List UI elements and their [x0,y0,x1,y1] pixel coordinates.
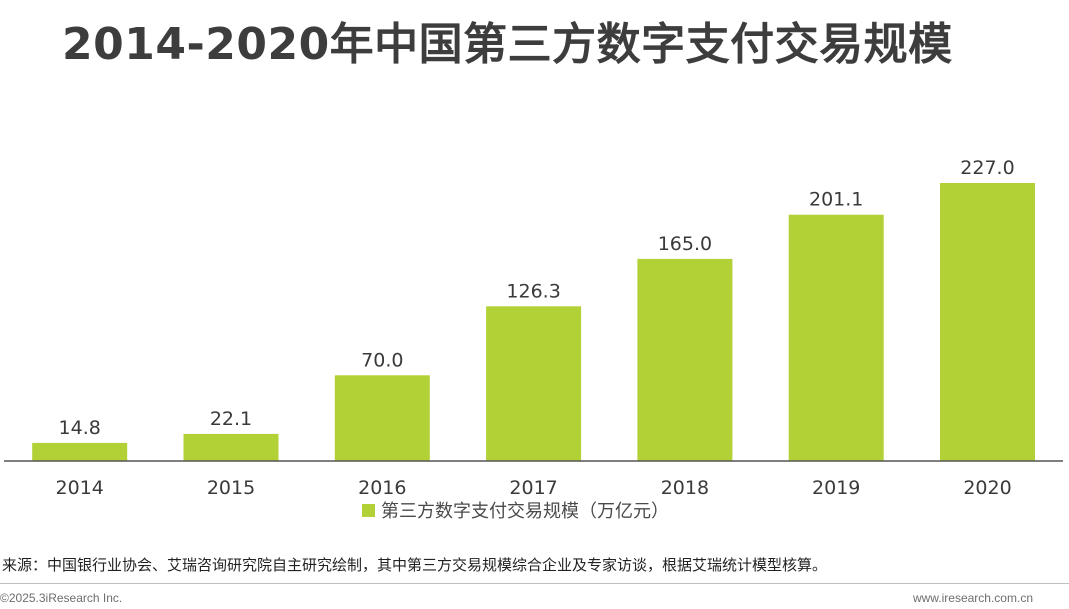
x-tick-2017: 2017 [509,477,557,499]
data-label-2016: 70.0 [361,349,403,371]
x-tick-2020: 2020 [963,477,1011,499]
data-label-2018: 165.0 [658,233,712,255]
bar-2015 [183,433,279,461]
footer-divider [0,583,1069,584]
bar-chart: 14.8 2014 22.1 2015 70.0 2016 126.3 2017 165.0 20… [4,157,1063,499]
legend-swatch [362,503,375,517]
legend-label: 第三方数字支付交易规模（万亿元） [381,501,669,522]
chart-legend: 第三方数字支付交易规模（万亿元） [362,497,669,523]
data-label-2014: 14.8 [59,417,101,439]
data-label-2019: 201.1 [809,189,863,211]
source-note: 来源：中国银行业协会、艾瑞咨询研究院自主研究绘制，其中第三方交易规模综合企业及专… [2,556,828,574]
page-title: 2014-2020年中国第三方数字支付交易规模 [62,19,953,70]
bar-2014 [32,442,128,461]
x-tick-2019: 2019 [812,477,860,499]
bar-2020 [940,183,1035,461]
bar-2017 [486,306,582,461]
website-link[interactable]: www.iresearch.com.cn [912,591,1033,605]
copyright-text: ©2025.3iResearch Inc. [0,591,123,605]
bar-2016 [334,375,430,461]
bar-2019 [788,214,884,461]
bar-2018 [637,258,733,461]
data-label-2017: 126.3 [506,280,560,302]
x-tick-2016: 2016 [358,477,406,499]
x-tick-2018: 2018 [661,477,709,499]
data-label-2020: 227.0 [960,157,1014,179]
x-tick-2014: 2014 [56,477,104,499]
data-label-2015: 22.1 [210,408,252,430]
x-tick-2015: 2015 [207,477,255,499]
